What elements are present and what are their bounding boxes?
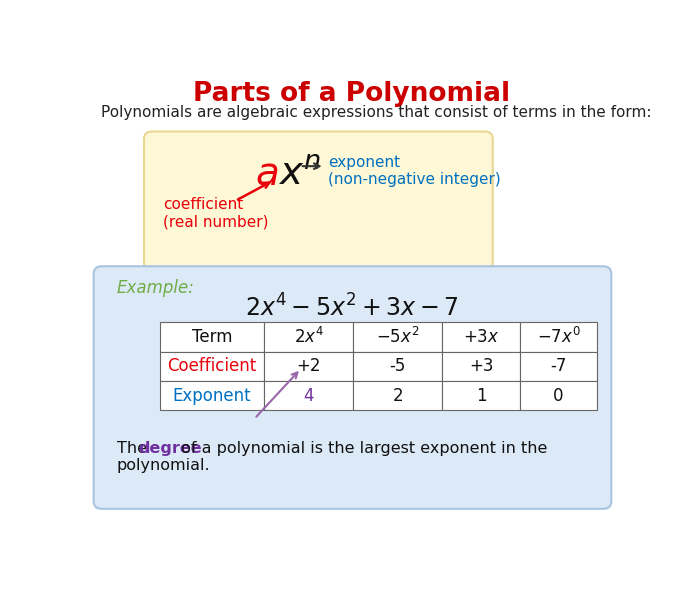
Text: of a polynomial is the largest exponent in the: of a polynomial is the largest exponent … xyxy=(176,441,547,456)
Text: Example:: Example: xyxy=(117,279,194,297)
Text: Term: Term xyxy=(192,328,232,346)
Text: Polynomials are algebraic expressions that consist of terms in the form:: Polynomials are algebraic expressions th… xyxy=(102,105,652,120)
Bar xyxy=(353,381,442,411)
Text: The: The xyxy=(117,441,152,456)
Text: 2: 2 xyxy=(392,386,403,405)
Bar xyxy=(442,381,520,411)
Bar xyxy=(264,352,353,381)
Text: Parts of a Polynomial: Parts of a Polynomial xyxy=(193,81,510,107)
Text: $2x^4$: $2x^4$ xyxy=(294,327,324,347)
Bar xyxy=(264,322,353,352)
Text: 1: 1 xyxy=(476,386,486,405)
Bar xyxy=(353,322,442,352)
Text: +2: +2 xyxy=(296,358,321,375)
Bar xyxy=(264,381,353,411)
Bar xyxy=(159,381,264,411)
Bar xyxy=(159,322,264,352)
Bar xyxy=(442,322,520,352)
Text: exponent
(non-negative integer): exponent (non-negative integer) xyxy=(328,154,502,187)
Bar xyxy=(159,352,264,381)
Bar xyxy=(520,322,598,352)
FancyBboxPatch shape xyxy=(144,131,493,270)
Text: polynomial.: polynomial. xyxy=(117,458,210,473)
Text: $+3x$: $+3x$ xyxy=(463,328,499,346)
Text: -7: -7 xyxy=(550,358,567,375)
Text: $\mathit{a}$: $\mathit{a}$ xyxy=(255,155,278,193)
Text: Coefficient: Coefficient xyxy=(167,358,256,375)
Text: $2x^4-5x^2+3x-7$: $2x^4-5x^2+3x-7$ xyxy=(245,294,459,322)
Text: 4: 4 xyxy=(304,386,314,405)
Bar xyxy=(353,352,442,381)
Text: -5: -5 xyxy=(390,358,406,375)
Text: degree: degree xyxy=(139,441,202,456)
Text: coefficient
(real number): coefficient (real number) xyxy=(164,197,269,229)
Text: $\mathit{x}^{\mathit{n}}$: $\mathit{x}^{\mathit{n}}$ xyxy=(278,155,322,193)
Text: $-7x^0$: $-7x^0$ xyxy=(537,327,581,347)
Text: $-5x^2$: $-5x^2$ xyxy=(376,327,420,347)
Text: +3: +3 xyxy=(469,358,493,375)
Text: 0: 0 xyxy=(553,386,564,405)
FancyBboxPatch shape xyxy=(93,266,611,509)
Bar xyxy=(520,352,598,381)
Text: Exponent: Exponent xyxy=(172,386,251,405)
Bar xyxy=(520,381,598,411)
Bar xyxy=(442,352,520,381)
